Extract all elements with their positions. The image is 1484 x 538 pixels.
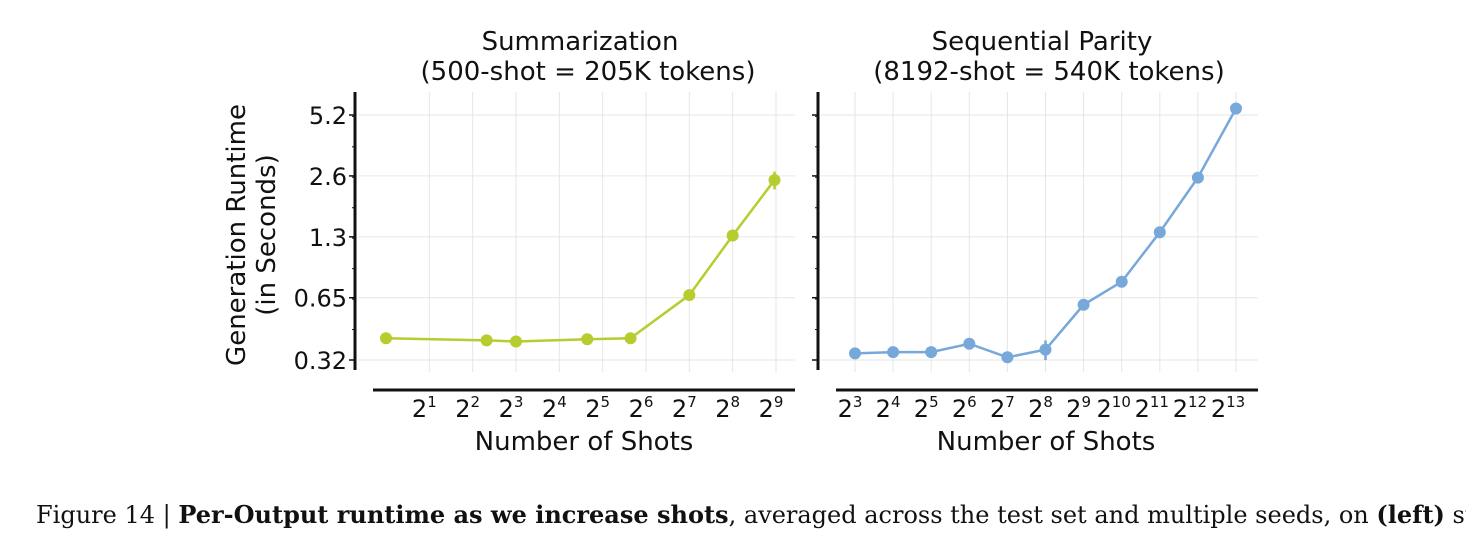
caption-text: , averaged across the test set and multi… bbox=[728, 501, 1377, 529]
data-point bbox=[480, 334, 493, 347]
data-point bbox=[380, 332, 392, 345]
chart-summarization: Summarization (500-shot = 205K tokens) 0… bbox=[294, 27, 795, 457]
y-tick-label: 2.6 bbox=[309, 163, 347, 191]
x-tick-label: 23 bbox=[838, 393, 863, 423]
caption-bold-left: (left) bbox=[1376, 500, 1445, 529]
x-tick-label: 28 bbox=[1028, 393, 1053, 423]
x-tick-label: 211 bbox=[1135, 393, 1169, 423]
x-tick-label: 27 bbox=[990, 393, 1015, 423]
x-axis-label-summarization: Number of Shots bbox=[475, 427, 694, 457]
x-tick-label: 26 bbox=[952, 393, 977, 423]
x-tick-label: 22 bbox=[455, 393, 480, 423]
y-tick-label: 1.3 bbox=[309, 224, 347, 252]
grid-sequential-parity bbox=[821, 92, 1258, 372]
y-axis-label-line2: (in Seconds) bbox=[252, 154, 282, 315]
x-tick-label: 25 bbox=[914, 393, 939, 423]
figure: Generation Runtime (in Seconds) Summariz… bbox=[222, 27, 1258, 457]
x-tick-label: 26 bbox=[629, 393, 654, 423]
x-tick-label: 24 bbox=[876, 393, 901, 423]
x-tick-label: 29 bbox=[1066, 393, 1091, 423]
chart-title-summarization: Summarization bbox=[482, 27, 679, 57]
data-point bbox=[624, 332, 637, 345]
series-summarization bbox=[380, 171, 781, 348]
x-tick-label: 25 bbox=[585, 393, 610, 423]
data-point bbox=[1191, 171, 1204, 184]
x-axis-label-sequential-parity: Number of Shots bbox=[937, 427, 1156, 457]
data-point bbox=[963, 337, 976, 350]
y-ticks-sequential-parity bbox=[812, 114, 818, 361]
chart-title-sequential-parity: Sequential Parity bbox=[932, 27, 1153, 57]
chart-sequential-parity: Sequential Parity (8192-shot = 540K toke… bbox=[812, 27, 1258, 457]
caption-suffix: sum- bbox=[1452, 501, 1466, 529]
caption-bold-title: Per-Output runtime as we increase shots bbox=[178, 500, 729, 529]
y-tick-label: 0.65 bbox=[294, 285, 347, 313]
figure-caption: Figure 14 | Per-Output runtime as we inc… bbox=[36, 498, 1466, 538]
grid-summarization bbox=[358, 92, 795, 372]
x-tick-label: 21 bbox=[412, 393, 437, 423]
data-point bbox=[1230, 102, 1242, 115]
x-tick-label: 212 bbox=[1173, 393, 1207, 423]
x-tick-label: 27 bbox=[672, 393, 697, 423]
chart-subtitle-summarization: (500-shot = 205K tokens) bbox=[421, 57, 756, 87]
data-point bbox=[510, 335, 522, 348]
y-tick-label: 5.2 bbox=[309, 102, 347, 130]
x-tick-label: 28 bbox=[715, 393, 740, 423]
x-tick-label: 213 bbox=[1211, 393, 1245, 423]
data-point bbox=[925, 346, 938, 359]
caption-prefix: Figure 14 | bbox=[36, 501, 179, 529]
series-sequential-parity bbox=[849, 102, 1242, 364]
data-point bbox=[1039, 343, 1052, 356]
chart-subtitle-sequential-parity: (8192-shot = 540K tokens) bbox=[873, 57, 1224, 87]
data-point bbox=[1153, 226, 1166, 239]
x-ticks-sequential-parity: 23 24 25 26 27 28 29 210 211 212 213 bbox=[838, 393, 1246, 423]
data-point bbox=[1115, 275, 1128, 288]
series-line bbox=[385, 179, 776, 343]
data-point bbox=[683, 289, 696, 302]
data-point bbox=[581, 333, 594, 346]
x-ticks-summarization: 21 22 23 24 25 26 27 28 29 bbox=[412, 393, 783, 423]
x-tick-label: 29 bbox=[759, 393, 784, 423]
y-ticks-summarization: 0.32 0.65 1.3 2.6 5.2 bbox=[294, 102, 355, 375]
x-tick-label: 23 bbox=[499, 393, 524, 423]
data-point bbox=[849, 347, 861, 360]
data-point bbox=[726, 229, 739, 242]
x-tick-label: 210 bbox=[1097, 393, 1131, 423]
y-tick-label: 0.32 bbox=[294, 347, 347, 375]
data-point bbox=[768, 174, 781, 187]
y-axis-label-line1: Generation Runtime bbox=[222, 104, 252, 366]
data-point bbox=[887, 346, 900, 359]
data-point bbox=[1077, 298, 1090, 311]
data-point bbox=[1001, 351, 1014, 364]
x-tick-label: 24 bbox=[542, 393, 567, 423]
